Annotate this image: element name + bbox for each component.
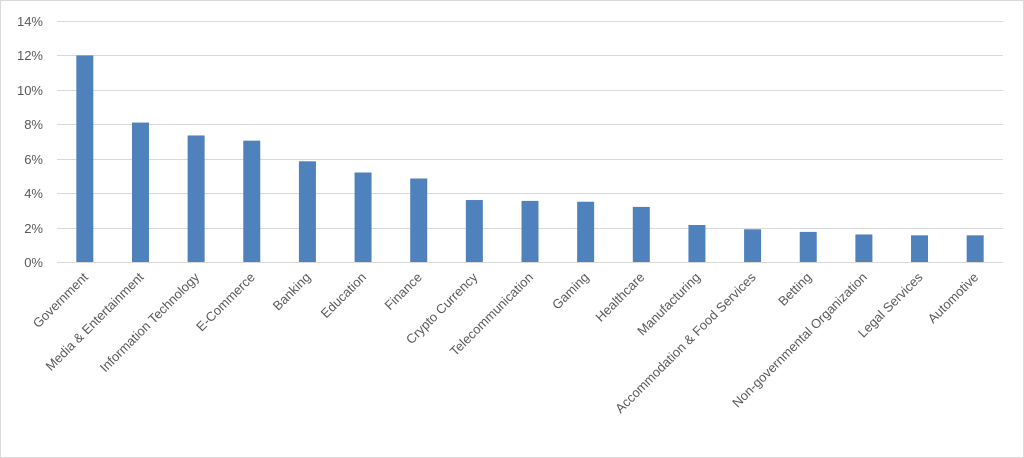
bar <box>465 200 483 262</box>
bar <box>131 122 149 262</box>
bar <box>744 229 762 262</box>
bar <box>354 172 372 262</box>
x-tick-label: Information Technology <box>97 269 203 375</box>
x-tick-label: Education <box>318 270 369 321</box>
bar <box>187 135 205 262</box>
bar <box>911 235 929 262</box>
bar <box>577 201 595 262</box>
y-tick-label: 10% <box>17 83 43 98</box>
x-tick-label: Betting <box>775 270 814 309</box>
bar <box>966 235 984 262</box>
x-tick-label: Media & Entertainment <box>42 269 146 373</box>
bar <box>799 231 817 263</box>
y-tick-label: 4% <box>24 186 43 201</box>
y-tick-label: 0% <box>24 255 43 270</box>
bar <box>521 200 539 262</box>
bar <box>76 55 94 263</box>
gridlines <box>57 21 1003 263</box>
bars <box>76 55 984 263</box>
x-tick-label: Gaming <box>549 270 592 313</box>
bar <box>632 206 650 262</box>
x-tick-label: Automotive <box>925 270 982 327</box>
bar <box>855 234 873 262</box>
bar <box>298 161 316 262</box>
y-tick-label: 14% <box>17 14 43 29</box>
bar <box>688 224 706 262</box>
y-tick-label: 6% <box>24 152 43 167</box>
bar <box>410 178 428 262</box>
x-tick-label: Banking <box>270 270 314 314</box>
y-tick-label: 8% <box>24 117 43 132</box>
x-tick-label: Government <box>30 269 91 330</box>
bar <box>243 140 261 262</box>
x-tick-label: Finance <box>382 270 425 313</box>
y-axis-tick-labels: 0% 2% 4% 6% 8% 10% 12% 14% <box>17 14 43 270</box>
y-tick-label: 12% <box>17 48 43 63</box>
y-tick-label: 2% <box>24 221 43 236</box>
x-tick-label: Healthcare <box>592 270 647 325</box>
x-tick-label: E-Commerce <box>193 270 258 335</box>
